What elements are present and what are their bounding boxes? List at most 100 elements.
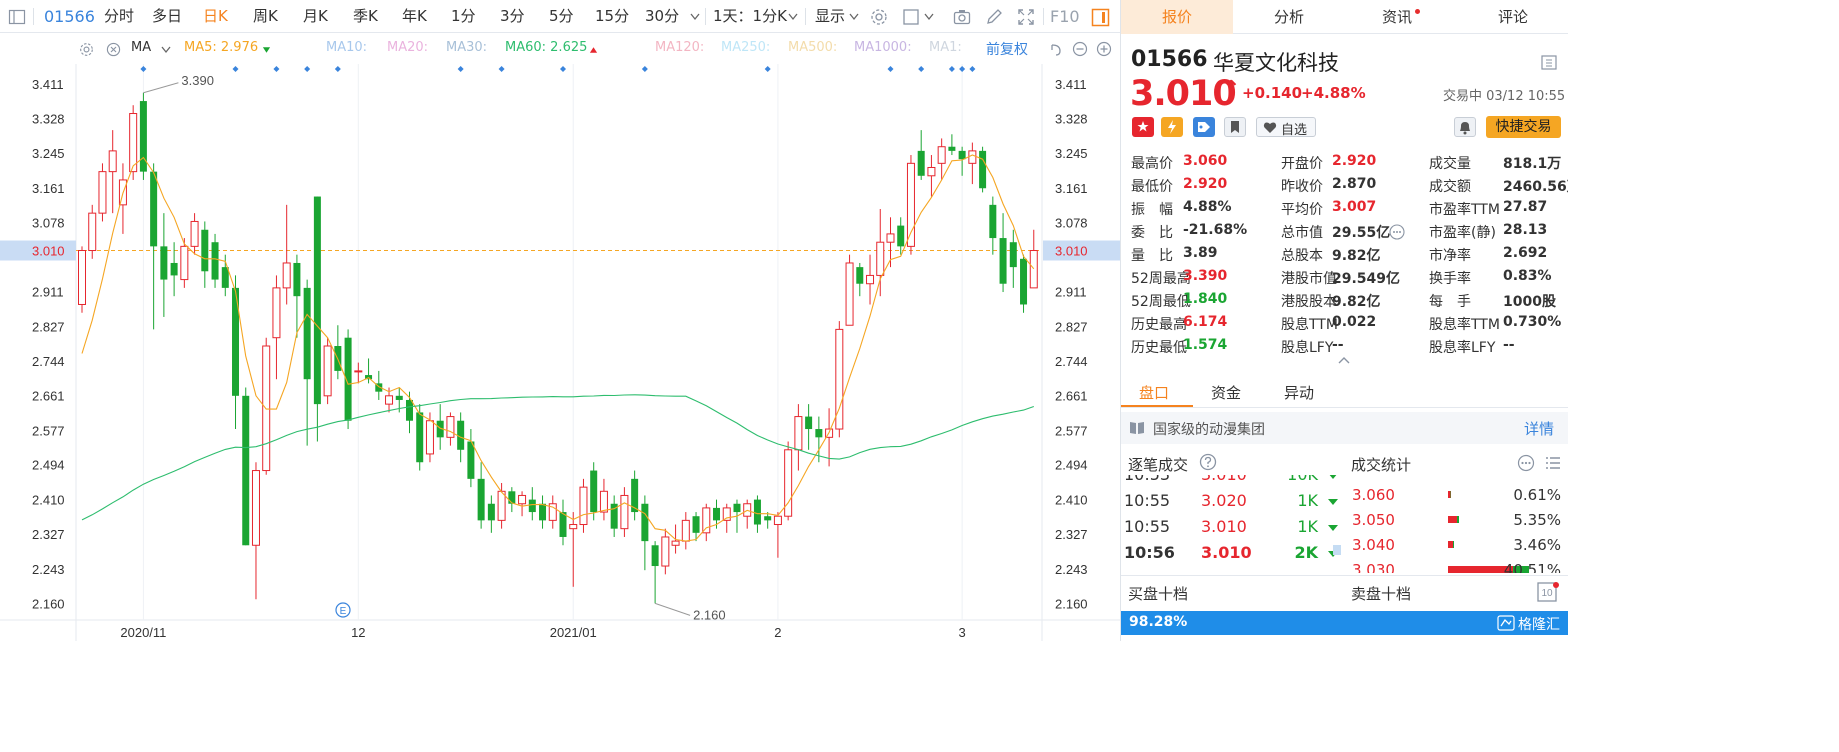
period-15min[interactable]: 15分	[595, 7, 630, 25]
y-tick-label-left: 3.078	[32, 215, 65, 230]
fullscreen-icon[interactable]	[1017, 8, 1035, 26]
y-tick-label-right: 3.245	[1055, 146, 1088, 161]
period-yearly-k[interactable]: 年K	[402, 7, 427, 25]
f10-button[interactable]: F10	[1050, 7, 1080, 26]
tab-quote[interactable]: 报价	[1121, 0, 1233, 34]
candle-body-up	[866, 274, 875, 285]
panel-layout-icon[interactable]	[1541, 55, 1557, 70]
y-tick-label-right: 2.160	[1055, 596, 1088, 611]
candle-body-down	[457, 420, 465, 450]
gear-icon[interactable]	[79, 42, 94, 57]
tab-analysis-label: 分析	[1273, 8, 1304, 26]
candle-body-down	[753, 499, 761, 525]
chevron-down-icon[interactable]	[690, 13, 700, 21]
candle-body-down	[856, 267, 864, 284]
ten-levels-icon[interactable]: 10	[1537, 582, 1559, 602]
chevron-down-icon[interactable]	[849, 13, 859, 21]
event-marker	[232, 66, 239, 72]
candle-body-down	[405, 399, 413, 421]
period-5min[interactable]: 5分	[549, 7, 574, 25]
display-menu[interactable]: 显示	[815, 7, 846, 25]
period-3min[interactable]: 3分	[500, 7, 525, 25]
candle-body-up	[886, 233, 895, 243]
tab-unusual[interactable]: 异动	[1284, 384, 1315, 402]
period-monthly-k[interactable]: 月K	[303, 7, 328, 25]
tab-comments-label: 评论	[1497, 8, 1528, 26]
candle-body-down	[958, 150, 966, 160]
close-icon[interactable]	[106, 42, 121, 57]
tick-volume: 1K	[1297, 517, 1318, 536]
stat-value: 1.574	[1183, 337, 1228, 353]
y-tick-label-right: 3.078	[1055, 215, 1088, 230]
candle-body-up	[446, 416, 455, 438]
tab-analysis[interactable]: 分析	[1233, 0, 1345, 34]
y-tick-label-right: 2.744	[1055, 354, 1088, 369]
stat-value: 28.13	[1503, 222, 1548, 238]
watchlist-button[interactable]: 自选	[1256, 117, 1316, 138]
square-icon[interactable]	[902, 8, 920, 26]
ma60-label: MA60: 2.625	[505, 40, 588, 55]
period-daily-k[interactable]: 日K	[203, 7, 228, 25]
stock-chart-app: { "toolbar": { "code": "01566", "periods…	[0, 0, 1568, 641]
deal-ratio-bar	[1448, 541, 1455, 548]
deal-pct: 0.61%	[1513, 486, 1561, 504]
more-icon[interactable]	[1389, 224, 1405, 240]
concept-detail-link[interactable]: 详情	[1524, 420, 1555, 438]
watermark: 格隆汇	[1518, 617, 1560, 633]
stat-value: 818.1万	[1503, 156, 1562, 172]
adjust-button[interactable]: 前复权	[986, 42, 1028, 58]
chevron-down-icon[interactable]	[924, 13, 934, 21]
candle-body-down	[713, 507, 721, 521]
camera-icon[interactable]	[953, 8, 971, 26]
bell-icon[interactable]	[1454, 117, 1476, 137]
candle-body-down	[293, 262, 301, 297]
stat-label: 52周最低	[1131, 294, 1191, 310]
help-icon[interactable]	[1199, 453, 1217, 471]
quick-trade-button[interactable]: 快捷交易	[1486, 116, 1561, 138]
bookmark-icon[interactable]	[1224, 117, 1246, 137]
candle-body-up	[773, 515, 782, 526]
period-fenshi[interactable]: 分时	[104, 7, 135, 25]
period-multiday[interactable]: 多日	[152, 7, 183, 25]
tick-time: 10:56	[1124, 543, 1175, 562]
tab-orderbook[interactable]: 盘口	[1139, 384, 1170, 402]
chevron-down-icon[interactable]	[161, 46, 171, 54]
candle-body-up	[129, 113, 138, 173]
y-tick-label-right: 2.577	[1055, 423, 1088, 438]
chevron-down-icon[interactable]	[788, 13, 798, 21]
candle-body-down	[559, 512, 567, 537]
indicator-select[interactable]: MA	[131, 40, 152, 55]
heart-icon	[1263, 122, 1277, 133]
pencil-icon[interactable]	[985, 8, 1003, 26]
scroll-thumb[interactable]	[1333, 545, 1341, 555]
candle-body-up	[569, 524, 578, 530]
zoom-in-icon[interactable]	[1096, 41, 1112, 57]
period-quarterly-k[interactable]: 季K	[353, 7, 378, 25]
list-icon[interactable]	[1545, 455, 1561, 471]
zoom-out-icon[interactable]	[1072, 41, 1088, 57]
tab-news[interactable]: 资讯	[1345, 0, 1457, 34]
candle-body-down	[242, 395, 250, 546]
period-1min[interactable]: 1分	[451, 7, 476, 25]
current-price-tag-left	[0, 240, 76, 261]
panel-toggle-icon[interactable]	[1091, 8, 1110, 27]
more-icon[interactable]	[1517, 454, 1535, 472]
ma10-label: MA10:	[326, 40, 368, 55]
chevron-up-icon[interactable]	[1337, 356, 1351, 365]
candle-body-down	[303, 287, 311, 380]
tab-news-label: 资讯	[1381, 8, 1412, 26]
stat-label: 市盈率(静)	[1429, 225, 1496, 241]
kline-chart[interactable]: 2020/11 12 2021/01 2 3 3.411 3.411 3.328 3.328 3.…	[0, 64, 1120, 641]
sidebar-toggle-icon[interactable]	[8, 8, 26, 26]
candle-body-down	[733, 503, 741, 513]
undo-icon[interactable]	[1048, 41, 1064, 57]
tab-comments[interactable]: 评论	[1457, 0, 1568, 34]
tab-quote-label: 报价	[1161, 8, 1192, 26]
period-30min[interactable]: 30分	[645, 7, 680, 25]
watchlist-label: 自选	[1281, 123, 1308, 138]
tab-capital[interactable]: 资金	[1211, 384, 1242, 402]
gear-icon[interactable]	[870, 8, 888, 26]
period-weekly-k[interactable]: 周K	[253, 7, 278, 25]
candle-body-down	[692, 516, 700, 533]
interval-select[interactable]: 1天：1分K	[713, 7, 787, 25]
